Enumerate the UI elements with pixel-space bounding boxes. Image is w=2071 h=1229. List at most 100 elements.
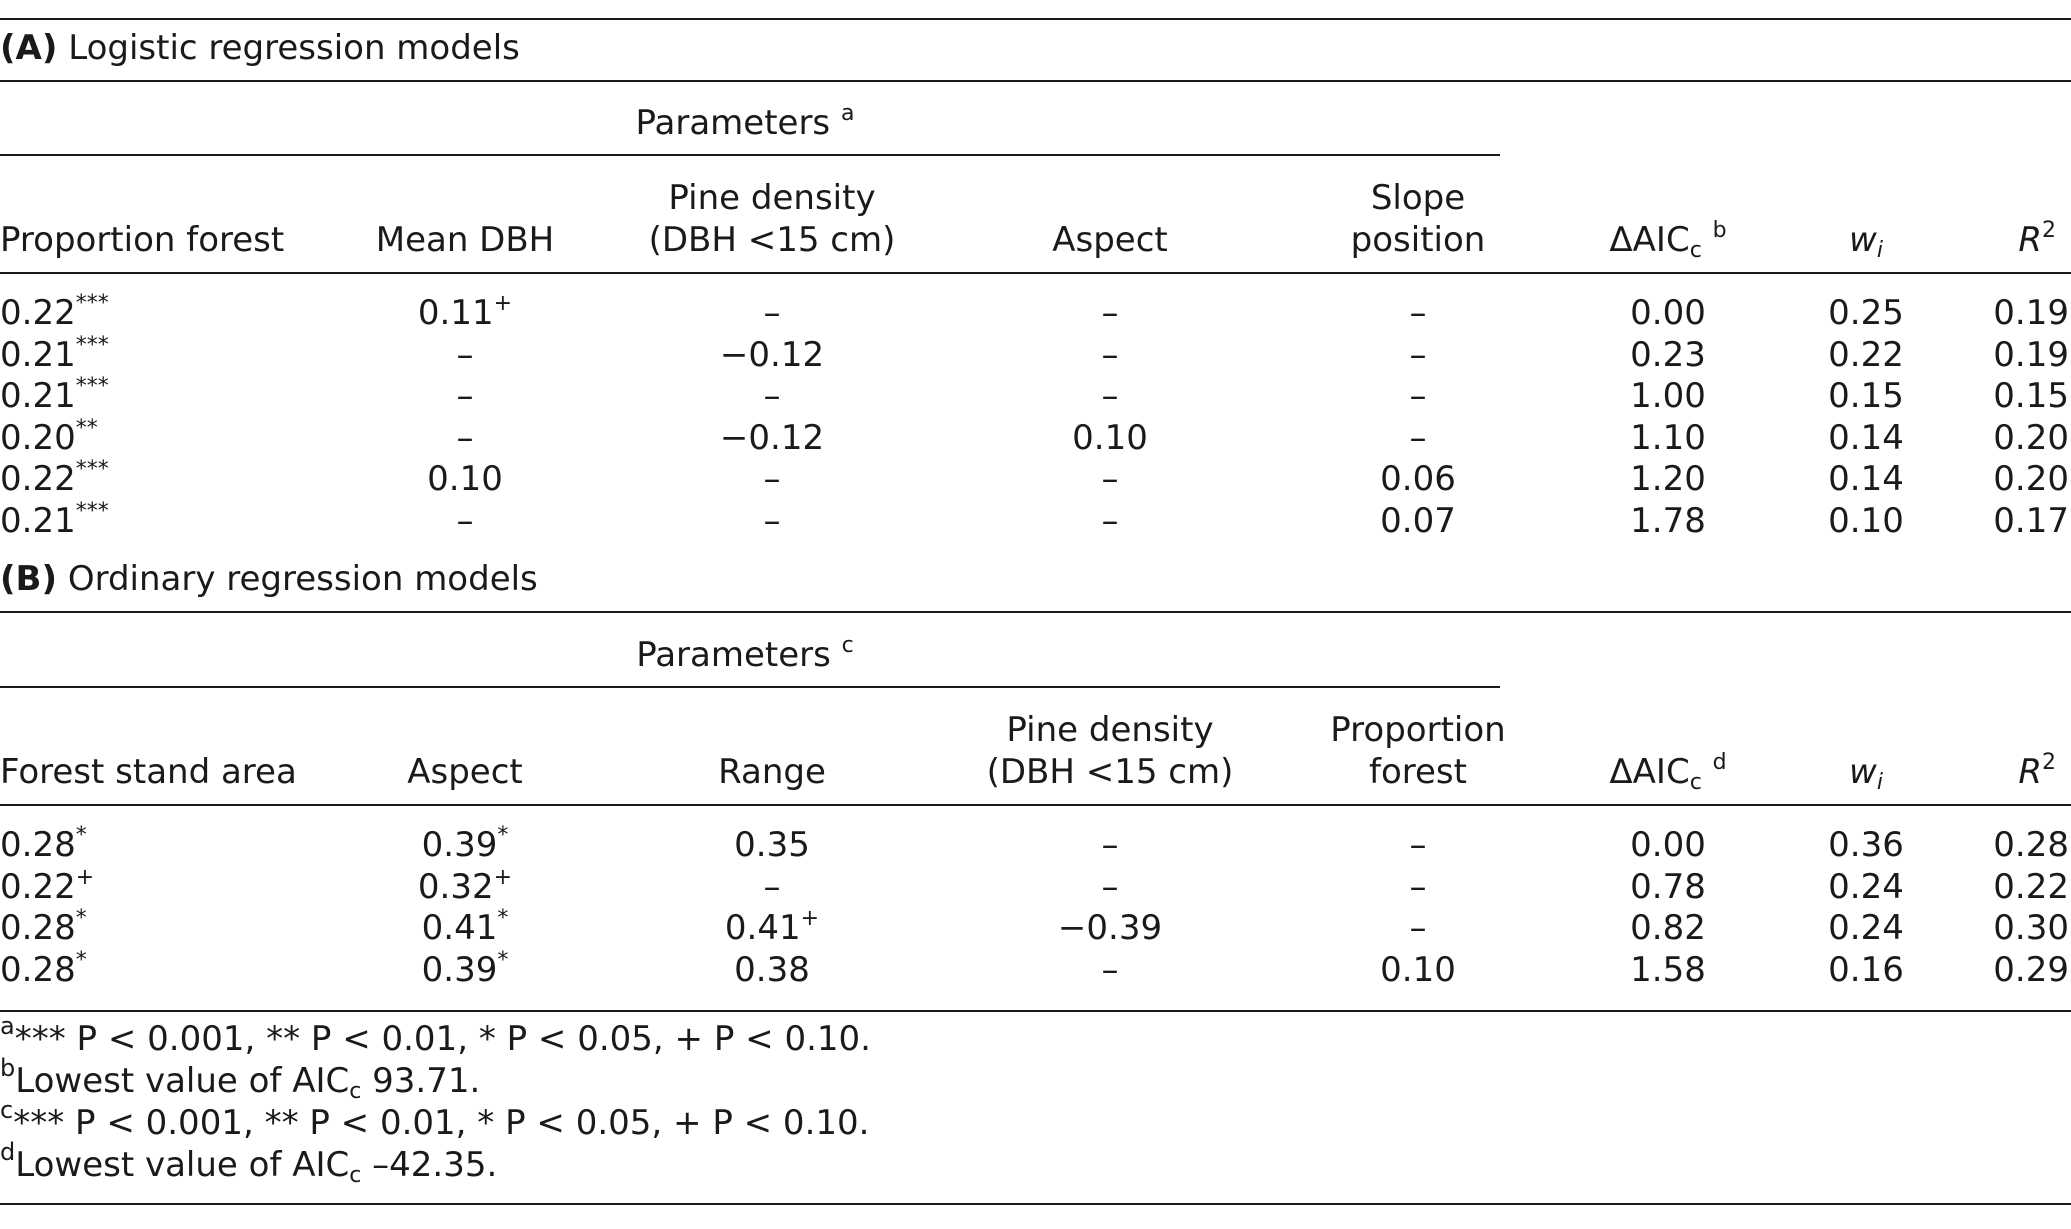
section-b-params-header: Parameters c [636, 635, 854, 676]
footnote-text: Lowest value of AIC [15, 1145, 350, 1185]
cell-wi-value: 0.15 [1828, 376, 1904, 416]
cell-r2-value: 0.19 [1993, 293, 2069, 333]
cell-r2: 0.22 [1993, 867, 2069, 907]
cell-col4: −0.39 [1058, 908, 1162, 948]
cell-col2-value: – [456, 500, 474, 541]
cell-r2-value: 0.30 [1993, 908, 2069, 948]
cell-col1-value: 0.28 [0, 825, 76, 865]
section-b-r2-header: R2 [2018, 752, 2056, 793]
section-b-col1-header: Forest stand area [0, 752, 297, 792]
table-row: 0.28* 0.39* 0.38–0.10 1.58 0.16 0.29 [0, 949, 2071, 992]
cell-col2: 0.39* [421, 823, 509, 866]
cell-col3-value: – [763, 500, 781, 541]
section-b-title-text: Ordinary regression models [67, 559, 538, 599]
section-a-title: (A) Logistic regression models [0, 28, 520, 68]
cell-col3: 0.35 [734, 825, 810, 865]
cell-col4-value: – [1101, 376, 1119, 416]
cell-col4: – [1102, 293, 1119, 333]
cell-col3: 0.41+ [725, 906, 820, 949]
cell-aic-value: 0.23 [1630, 334, 1706, 375]
section-a-col1-header: Proportion forest [0, 220, 285, 260]
cell-col1: 0.22*** [0, 457, 109, 500]
section-a-col5-header-line2: position [1350, 220, 1486, 260]
cell-col1-value: 0.20 [0, 417, 76, 458]
footnote-mark: b [0, 1054, 16, 1082]
cell-col5-value: – [1409, 908, 1427, 948]
section-b-header-rule [0, 804, 2071, 806]
section-b-col5-header-line2: forest [1369, 752, 1467, 792]
cell-col5: 0.06 [1380, 459, 1456, 499]
cell-col4-value: – [1101, 949, 1119, 990]
cell-col4: – [1102, 950, 1119, 990]
cell-wi: 0.10 [1828, 501, 1904, 541]
cell-col3-value: – [763, 376, 781, 416]
cell-col5-value: 0.10 [1380, 949, 1456, 990]
cell-aic: 0.78 [1630, 867, 1706, 907]
cell-col4: – [1102, 825, 1119, 865]
r2-sup: 2 [2042, 218, 2056, 243]
section-a-col2-header: Mean DBH [375, 220, 555, 260]
cell-aic: 1.00 [1630, 376, 1706, 416]
cell-aic: 1.58 [1630, 950, 1706, 990]
cell-r2-value: 0.29 [1993, 949, 2069, 990]
cell-wi-value: 0.24 [1828, 908, 1904, 948]
aic-sub: c [1689, 238, 1702, 263]
cell-aic: 0.00 [1630, 293, 1706, 333]
cell-col2-value: – [456, 334, 474, 375]
footnote-mark: a [0, 1012, 15, 1040]
table-row: 0.22*** 0.10 – – 0.06 1.20 0.14 0.20 [0, 459, 2071, 501]
cell-col2: – [457, 418, 474, 458]
cell-col1-value: 0.21 [0, 334, 76, 375]
cell-col5-value: – [1409, 376, 1427, 416]
cell-col1-value: 0.28 [0, 949, 76, 990]
cell-col3-significance: + [800, 906, 820, 931]
cell-r2-value: 0.20 [1993, 459, 2069, 499]
cell-r2: 0.15 [1993, 376, 2069, 416]
wi-text: w [1849, 752, 1877, 792]
cell-col2-value: 0.41 [421, 908, 498, 948]
params-header-text: Parameters [636, 635, 831, 675]
cell-col2-significance: * [497, 906, 509, 931]
footnote-a: a*** P < 0.001, ** P < 0.01, * P < 0.05,… [0, 1014, 871, 1060]
cell-col3: 0.38 [734, 950, 810, 990]
section-b-col5-header-line1: Proportion [1330, 710, 1506, 750]
cell-col1-significance: + [75, 864, 95, 890]
cell-wi: 0.14 [1828, 418, 1904, 458]
section-b-title-rule [0, 611, 2071, 613]
cell-col3-value: – [763, 293, 781, 333]
cell-col3-value: −0.12 [719, 417, 825, 458]
cell-col4-value: 0.10 [1072, 417, 1148, 458]
cell-r2-value: 0.19 [1993, 334, 2069, 375]
params-header-text: Parameters [635, 103, 831, 143]
cell-col2-significance: + [493, 291, 513, 316]
cell-col2-value: 0.10 [427, 459, 503, 499]
cell-col5: – [1410, 335, 1427, 375]
cell-col1-value: 0.22 [0, 459, 76, 499]
cell-r2-value: 0.17 [1993, 500, 2069, 541]
cell-wi: 0.25 [1828, 293, 1904, 333]
cell-col1: 0.20** [0, 417, 98, 458]
footnote-mark: c [0, 1096, 14, 1124]
section-b-col4-header-line2: (DBH <15 cm) [986, 752, 1234, 792]
cell-col5: – [1410, 293, 1427, 333]
footnote-b: bLowest value of AICc 93.71. [0, 1056, 480, 1103]
cell-col5-value: – [1409, 825, 1427, 865]
footnote-sub: c [349, 1163, 362, 1188]
section-a-col5-header-line1: Slope [1370, 178, 1466, 218]
cell-col4-value: −0.39 [1057, 908, 1163, 948]
cell-aic: 1.78 [1630, 501, 1706, 541]
cell-col2-significance: + [493, 864, 513, 890]
cell-col1-significance: *** [75, 457, 109, 482]
cell-col2-value: 0.39 [421, 825, 498, 865]
r2-text: R [2018, 220, 2042, 260]
cell-col2-significance: * [497, 823, 509, 848]
section-b-bottom-rule [0, 1010, 2071, 1012]
cell-col3-value: 0.38 [734, 949, 810, 990]
cell-aic: 0.00 [1630, 825, 1706, 865]
cell-col1: 0.21*** [0, 500, 109, 541]
cell-aic-value: 0.00 [1630, 825, 1706, 865]
section-a-col3-header-line1: Pine density [668, 178, 876, 218]
cell-col1-significance: *** [75, 374, 109, 399]
cell-col2-value: – [456, 376, 474, 416]
cell-col1: 0.21*** [0, 334, 109, 375]
